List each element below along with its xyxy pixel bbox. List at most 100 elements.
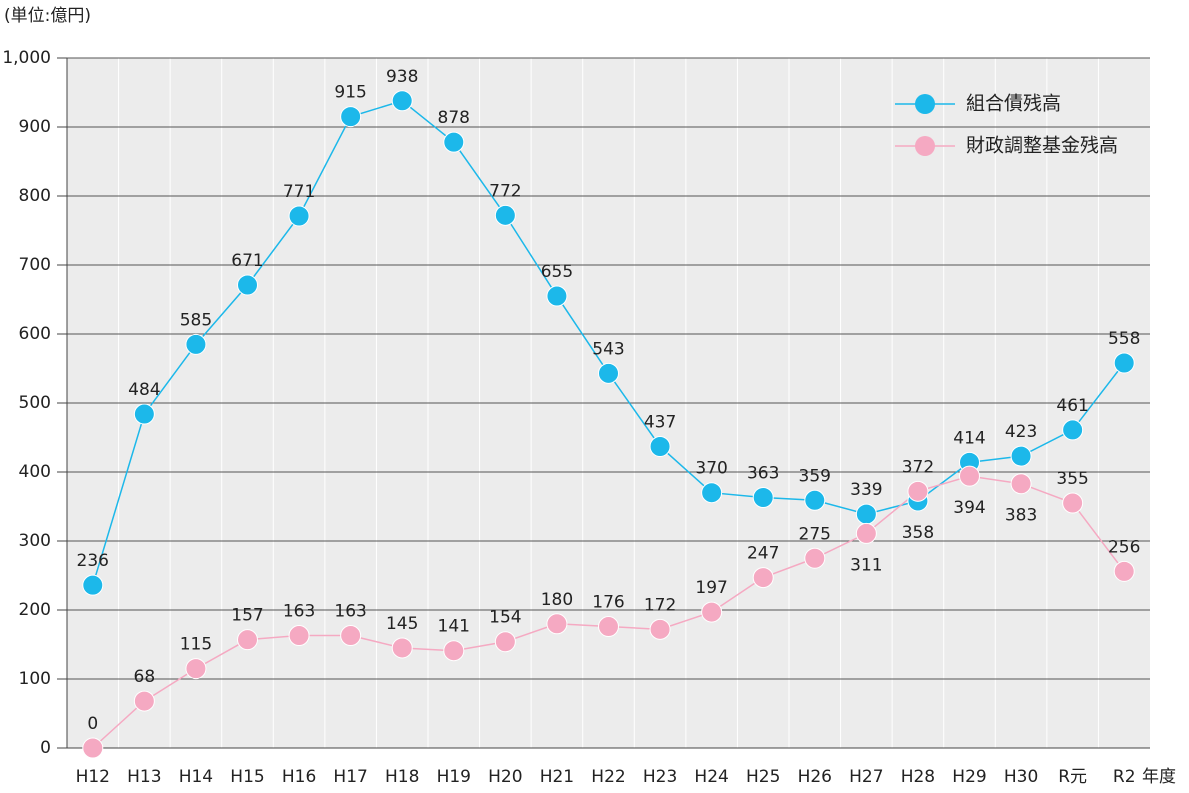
data-point [82, 737, 104, 759]
unit-label: (単位:億円) [4, 6, 91, 26]
data-label: 359 [799, 466, 831, 486]
data-label: 339 [850, 480, 882, 500]
data-point [907, 480, 929, 502]
y-tick-label: 500 [19, 393, 51, 413]
data-point [855, 522, 877, 544]
data-label: 484 [128, 380, 160, 400]
data-point [598, 362, 619, 384]
data-label: 275 [799, 524, 831, 544]
data-label: 157 [231, 606, 263, 626]
data-point [752, 487, 774, 509]
data-point [1113, 352, 1135, 374]
data-label: 771 [283, 182, 315, 202]
legend-label: 財政調整基金残高 [966, 135, 1118, 157]
y-tick-label: 200 [19, 600, 51, 620]
legend-marker [915, 136, 935, 156]
y-tick-label: 100 [19, 669, 51, 689]
data-label: 938 [386, 67, 418, 87]
data-label: 68 [134, 667, 156, 687]
x-tick-label: H21 [540, 767, 574, 787]
data-label: 423 [1005, 422, 1037, 442]
x-tick-label: H20 [488, 767, 522, 787]
data-label: 172 [644, 595, 676, 615]
data-point [1062, 419, 1084, 441]
data-point [494, 631, 516, 653]
data-point [1010, 445, 1032, 467]
data-label: 915 [334, 83, 366, 103]
data-point [546, 285, 568, 307]
data-label: 0 [87, 714, 98, 734]
x-tick-label: H13 [127, 767, 161, 787]
y-tick-label: 700 [19, 255, 51, 275]
data-label: 311 [850, 555, 882, 575]
x-tick-label: H16 [282, 767, 316, 787]
data-label: 163 [283, 602, 315, 622]
x-axis-label: 年度 [1142, 767, 1176, 787]
data-label: 585 [180, 310, 212, 330]
data-point [804, 547, 826, 569]
x-tick-label: R2 [1113, 767, 1136, 787]
y-tick-label: 400 [19, 462, 51, 482]
data-point [649, 618, 671, 640]
data-point [1062, 492, 1084, 514]
x-tick-label: H22 [591, 767, 625, 787]
data-label: 878 [438, 108, 470, 128]
y-tick-label: 1,000 [2, 48, 51, 68]
data-label: 176 [592, 593, 624, 613]
data-point [288, 625, 310, 647]
legend-label: 組合債残高 [966, 93, 1061, 115]
data-label: 558 [1108, 329, 1140, 349]
data-label: 671 [231, 251, 263, 271]
data-label: 247 [747, 544, 779, 564]
data-point [133, 403, 155, 425]
data-label: 163 [334, 602, 366, 622]
data-label: 772 [489, 181, 521, 201]
x-tick-label: H25 [746, 767, 780, 787]
x-tick-label: H15 [230, 767, 264, 787]
data-label: 394 [953, 498, 985, 518]
x-tick-label: H24 [694, 767, 728, 787]
data-point [340, 106, 362, 128]
x-tick-label: H26 [798, 767, 832, 787]
data-point [546, 613, 568, 635]
data-point [237, 629, 258, 651]
x-tick-label: H28 [901, 767, 935, 787]
x-tick-label: H27 [849, 767, 883, 787]
data-label: 256 [1108, 537, 1140, 557]
y-tick-label: 300 [19, 531, 51, 551]
data-point [598, 616, 619, 638]
data-point [752, 567, 774, 589]
data-label: 236 [77, 551, 109, 571]
x-tick-label: H19 [437, 767, 471, 787]
y-tick-label: 900 [19, 117, 51, 137]
data-label: 655 [541, 262, 573, 282]
data-point [340, 625, 362, 647]
data-label: 355 [1056, 469, 1088, 489]
x-tick-label: H12 [76, 767, 110, 787]
y-tick-label: 600 [19, 324, 51, 344]
data-point [185, 658, 207, 680]
data-label: 197 [695, 578, 727, 598]
data-label: 141 [438, 617, 470, 637]
data-point [391, 637, 413, 659]
data-label: 370 [695, 459, 727, 479]
x-tick-label: R元 [1058, 767, 1087, 787]
data-point [288, 205, 310, 227]
data-label: 414 [953, 428, 985, 448]
y-tick-label: 0 [40, 738, 51, 758]
data-label: 115 [180, 635, 212, 655]
data-point [237, 274, 258, 296]
legend-marker [915, 94, 935, 114]
data-point [1010, 473, 1032, 495]
data-label: 543 [592, 339, 624, 359]
x-tick-label: H29 [952, 767, 986, 787]
data-label: 180 [541, 590, 573, 610]
x-tick-label: H30 [1004, 767, 1038, 787]
data-point [701, 601, 723, 623]
x-tick-label: H18 [385, 767, 419, 787]
data-label: 437 [644, 412, 676, 432]
data-label: 145 [386, 614, 418, 634]
x-tick-label: H14 [179, 767, 213, 787]
data-label: 383 [1005, 506, 1037, 526]
